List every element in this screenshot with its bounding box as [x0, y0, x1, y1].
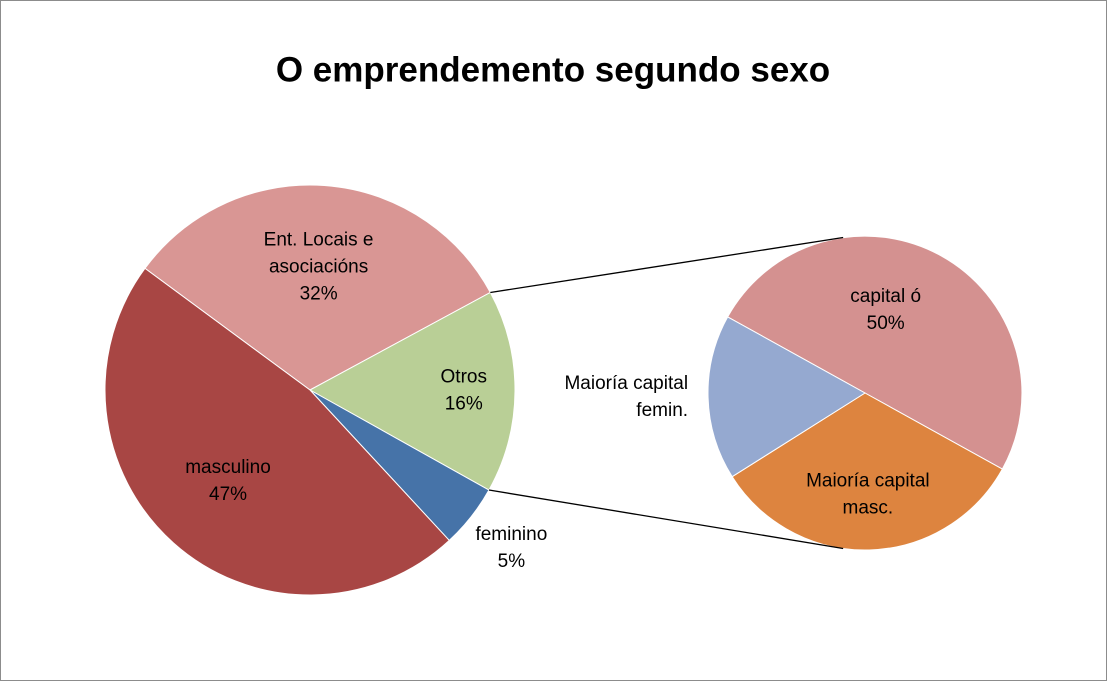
slice-value-label: 50% — [867, 313, 905, 334]
slice-value-label: 32% — [300, 283, 338, 304]
pie-slice — [707, 316, 866, 478]
slice-label: Otros — [441, 367, 487, 388]
slice-label-line: Otros — [441, 367, 487, 388]
pie-slice — [727, 235, 1023, 470]
slice-label-line: Maioría capital — [806, 471, 930, 492]
slice-label-line: masc. — [843, 498, 894, 519]
slice-label: capital ó — [850, 286, 921, 307]
pie-slice — [104, 267, 450, 596]
slice-label-line: feminino — [475, 524, 547, 545]
slice-label: Ent. Locais e asociacións — [264, 229, 374, 277]
slice-label-line: femin. — [636, 400, 688, 421]
slice-label-line: Ent. Locais e — [264, 229, 374, 250]
connector-line — [490, 236, 844, 294]
slice-label-line: masculino — [185, 457, 271, 478]
pie-slice — [308, 291, 516, 491]
slice-label: Maioría capital femin. — [564, 373, 688, 421]
pie-slice — [731, 392, 1004, 551]
slice-label-line: capital ó — [850, 286, 921, 307]
slice-label-line: Maioría capital — [564, 373, 688, 394]
slice-label: feminino — [475, 524, 547, 545]
slice-value-label: 47% — [209, 484, 247, 505]
connector-line — [488, 489, 844, 550]
slice-label-line: asociacións — [269, 256, 368, 277]
slice-value-label: 16% — [445, 394, 483, 415]
slice-label: masculino — [185, 457, 271, 478]
slice-value-label: 5% — [498, 551, 526, 572]
slice-label: Maioría capital masc. — [806, 471, 930, 519]
chart-title: O emprendemento segundo sexo — [276, 50, 830, 89]
